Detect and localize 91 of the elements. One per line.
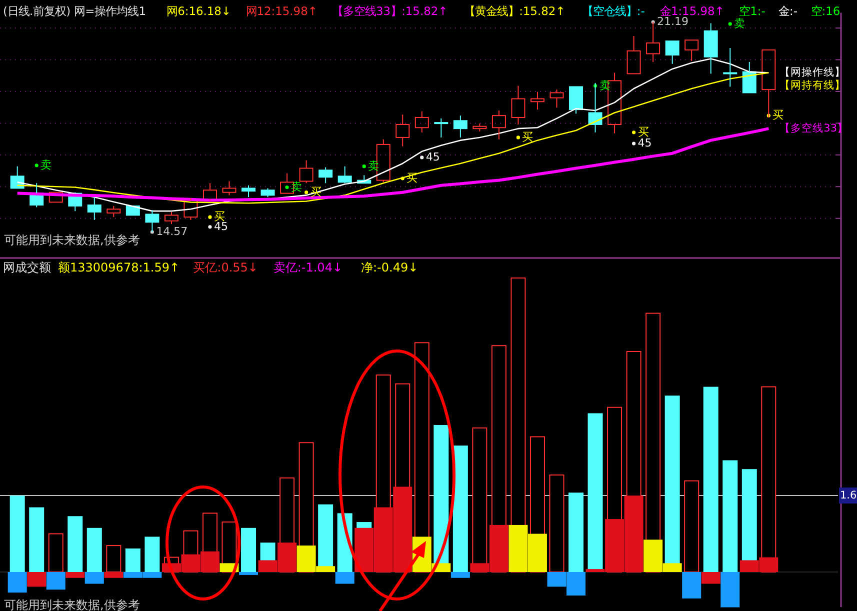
bar xyxy=(761,386,776,572)
point xyxy=(208,215,212,219)
text: 卖亿:-1.04↓ xyxy=(273,260,343,274)
candlestick xyxy=(453,115,468,138)
bar xyxy=(46,572,66,590)
bar xyxy=(703,386,718,572)
bar xyxy=(684,480,700,572)
candlestick xyxy=(434,118,448,138)
chart-title: (日线.前复权) 网=操作均线1 xyxy=(3,4,146,18)
text: 可能用到未来数据,供参考 xyxy=(4,598,140,611)
point xyxy=(632,130,636,134)
bar xyxy=(241,528,256,572)
text: 空:16 xyxy=(810,4,840,18)
text: 45 xyxy=(426,150,440,164)
bar xyxy=(29,507,44,572)
point xyxy=(34,164,38,168)
text: 可能用到未来数据,供参考 xyxy=(4,233,140,247)
text: 买 xyxy=(638,125,649,138)
text: 【多空线33】:15.82↑ xyxy=(332,4,448,18)
series-label: 【网操作线】 xyxy=(780,66,846,79)
candlestick xyxy=(242,184,256,198)
bar xyxy=(549,474,564,572)
bar xyxy=(104,572,124,578)
text: 买亿:0.55↓ xyxy=(193,260,258,274)
candlestick xyxy=(472,123,487,132)
text: 1.6 xyxy=(840,489,857,502)
candlestick xyxy=(87,196,102,220)
point xyxy=(208,225,212,229)
text: 网6:16.18↓ xyxy=(166,4,231,18)
bar xyxy=(722,460,738,572)
bar xyxy=(720,572,740,608)
candlestick xyxy=(396,114,410,147)
candlestick xyxy=(511,85,526,125)
text: 额133009678:1.59↑ xyxy=(58,260,180,274)
text: 【黄金线】:15.82↑ xyxy=(464,4,566,18)
bar xyxy=(27,572,46,587)
candlestick xyxy=(492,110,506,140)
point xyxy=(420,156,424,160)
bar xyxy=(10,496,25,572)
bar xyxy=(68,516,83,572)
text: 金:- xyxy=(778,4,798,18)
text: 买 xyxy=(214,210,225,224)
bar xyxy=(84,572,104,584)
series-label: 【网持有线】 xyxy=(780,78,846,92)
bar xyxy=(682,572,702,598)
candlestick xyxy=(164,212,178,225)
text: 买 xyxy=(522,130,534,144)
bar xyxy=(48,533,64,572)
data-label: 14.57 xyxy=(156,225,188,238)
bar xyxy=(450,572,470,578)
point xyxy=(516,136,520,140)
text: 净:-0.49↓ xyxy=(361,260,418,274)
text: 网12:15.98↑ xyxy=(246,4,318,18)
series-label: 【多空线33】 xyxy=(780,121,848,134)
bar xyxy=(568,492,584,572)
candlestick xyxy=(723,48,738,88)
candlestick xyxy=(338,166,352,184)
text: 买 xyxy=(772,108,784,122)
bar xyxy=(144,536,160,572)
bar xyxy=(701,572,720,584)
bar xyxy=(106,545,122,572)
candlestick xyxy=(318,166,333,184)
bar xyxy=(472,427,488,572)
candlestick xyxy=(550,89,564,108)
text: 卖 xyxy=(40,158,52,172)
point xyxy=(400,176,404,180)
series-label: 45 xyxy=(638,136,652,150)
bar xyxy=(66,572,85,578)
candlestick xyxy=(184,198,198,220)
chart-title: 网成交额 xyxy=(3,260,51,274)
candlestick xyxy=(106,205,121,218)
data-label: 21.19 xyxy=(657,15,689,28)
candlestick xyxy=(530,91,544,110)
candlestick xyxy=(260,188,275,198)
candlestick xyxy=(414,110,429,133)
point xyxy=(728,22,732,26)
candlestick xyxy=(145,210,160,232)
candlestick xyxy=(704,22,718,74)
bar xyxy=(86,528,102,572)
text: 卖 xyxy=(734,16,746,30)
point xyxy=(362,164,366,168)
bar xyxy=(452,446,468,572)
point xyxy=(632,142,636,146)
point xyxy=(304,190,308,194)
bar xyxy=(335,572,354,584)
bar xyxy=(125,548,140,572)
candlestick xyxy=(222,180,236,196)
bar xyxy=(239,572,258,575)
text: 空1:- xyxy=(739,4,766,18)
text: 【空仓线】:- xyxy=(582,4,645,18)
bar xyxy=(8,572,27,593)
